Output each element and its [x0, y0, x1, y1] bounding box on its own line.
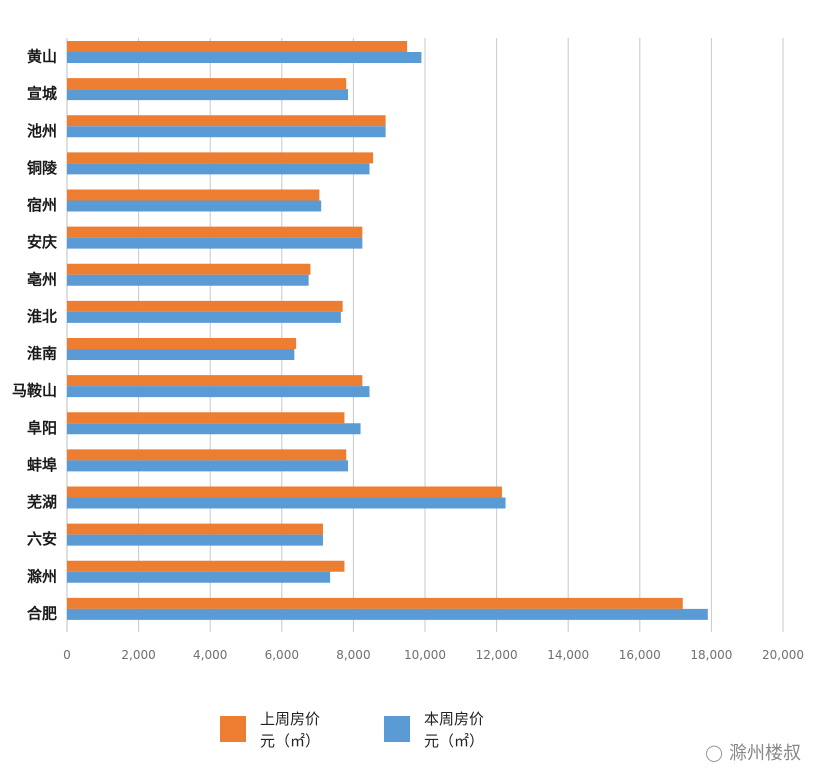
- x-tick-label: 12,000: [476, 648, 518, 662]
- category-label: 池州: [27, 122, 57, 140]
- legend-swatch-this-week: [384, 716, 410, 742]
- category-label: 蚌埠: [27, 456, 57, 474]
- category-label: 亳州: [27, 270, 57, 288]
- bar-last-week: [67, 597, 683, 609]
- legend-label-last-week: 上周房价 元（㎡）: [260, 708, 350, 752]
- bar-last-week: [67, 152, 374, 164]
- bar-last-week: [67, 560, 345, 572]
- category-label: 铜陵: [27, 159, 58, 177]
- bar-this-week: [67, 571, 331, 583]
- legend-label-this-week-line2: 元（㎡）: [424, 732, 485, 750]
- category-label: 六安: [27, 530, 57, 548]
- x-tick-label: 0: [63, 648, 71, 662]
- bar-this-week: [67, 386, 370, 398]
- bar-this-week: [67, 163, 370, 175]
- category-label: 宣城: [27, 85, 57, 103]
- bar-this-week: [67, 126, 386, 138]
- x-tick-label: 14,000: [547, 648, 589, 662]
- bar-this-week: [67, 200, 322, 212]
- bar-this-week: [67, 497, 506, 509]
- bar-last-week: [67, 226, 363, 238]
- category-label: 淮南: [27, 345, 57, 363]
- x-tick-label: 16,000: [619, 648, 661, 662]
- category-label: 宿州: [27, 196, 57, 214]
- bar-last-week: [67, 375, 363, 387]
- bar-last-week: [67, 189, 320, 201]
- bar-this-week: [67, 608, 708, 620]
- x-tick-label: 8,000: [336, 648, 370, 662]
- bar-last-week: [67, 523, 323, 535]
- category-label: 淮北: [27, 307, 57, 325]
- bar-last-week: [67, 115, 386, 127]
- legend-label-last-week-line2: 元（㎡）: [260, 732, 321, 750]
- bar-this-week: [67, 349, 295, 360]
- legend-label-this-week: 本周房价 元（㎡）: [424, 708, 514, 752]
- category-label: 合肥: [26, 604, 57, 622]
- bar-last-week: [67, 78, 347, 90]
- category-label: 马鞍山: [12, 382, 57, 400]
- category-label: 阜阳: [27, 419, 57, 437]
- bar-last-week: [67, 412, 345, 424]
- bar-last-week: [67, 486, 502, 498]
- account-watermark: ◯ 滁州楼叔: [705, 739, 801, 765]
- x-tick-label: 4,000: [193, 648, 227, 662]
- legend-label-last-week-line1: 上周房价: [260, 710, 321, 728]
- bar-last-week: [67, 41, 408, 52]
- x-tick-label: 20,000: [762, 648, 804, 662]
- bar-this-week: [67, 534, 323, 546]
- bar-this-week: [67, 52, 422, 63]
- category-label: 安庆: [27, 233, 57, 251]
- x-tick-label: 6,000: [265, 648, 299, 662]
- bar-this-week: [67, 237, 363, 249]
- bar-last-week: [67, 338, 297, 349]
- bar-this-week: [67, 274, 309, 286]
- bar-this-week: [67, 89, 349, 101]
- legend-label-this-week-line1: 本周房价: [424, 710, 485, 728]
- category-label: 黄山: [27, 48, 57, 66]
- bar-last-week: [67, 263, 311, 275]
- bar-last-week: [67, 449, 347, 461]
- bar-this-week: [67, 311, 341, 323]
- x-tick-label: 2,000: [121, 648, 155, 662]
- category-label: 滁州: [27, 567, 57, 585]
- bar-last-week: [67, 300, 343, 312]
- legend-swatch-last-week: [220, 716, 246, 742]
- bar-this-week: [67, 423, 361, 435]
- bar-this-week: [67, 460, 349, 472]
- category-label: 芜湖: [27, 493, 57, 511]
- x-tick-label: 18,000: [690, 648, 732, 662]
- chat-bubble-icon: ◯: [705, 742, 723, 762]
- x-tick-label: 10,000: [404, 648, 446, 662]
- account-name: 滁州楼叔: [729, 743, 801, 764]
- legend-item-last-week: 上周房价 元（㎡）: [220, 708, 350, 752]
- legend-item-this-week: 本周房价 元（㎡）: [384, 708, 514, 752]
